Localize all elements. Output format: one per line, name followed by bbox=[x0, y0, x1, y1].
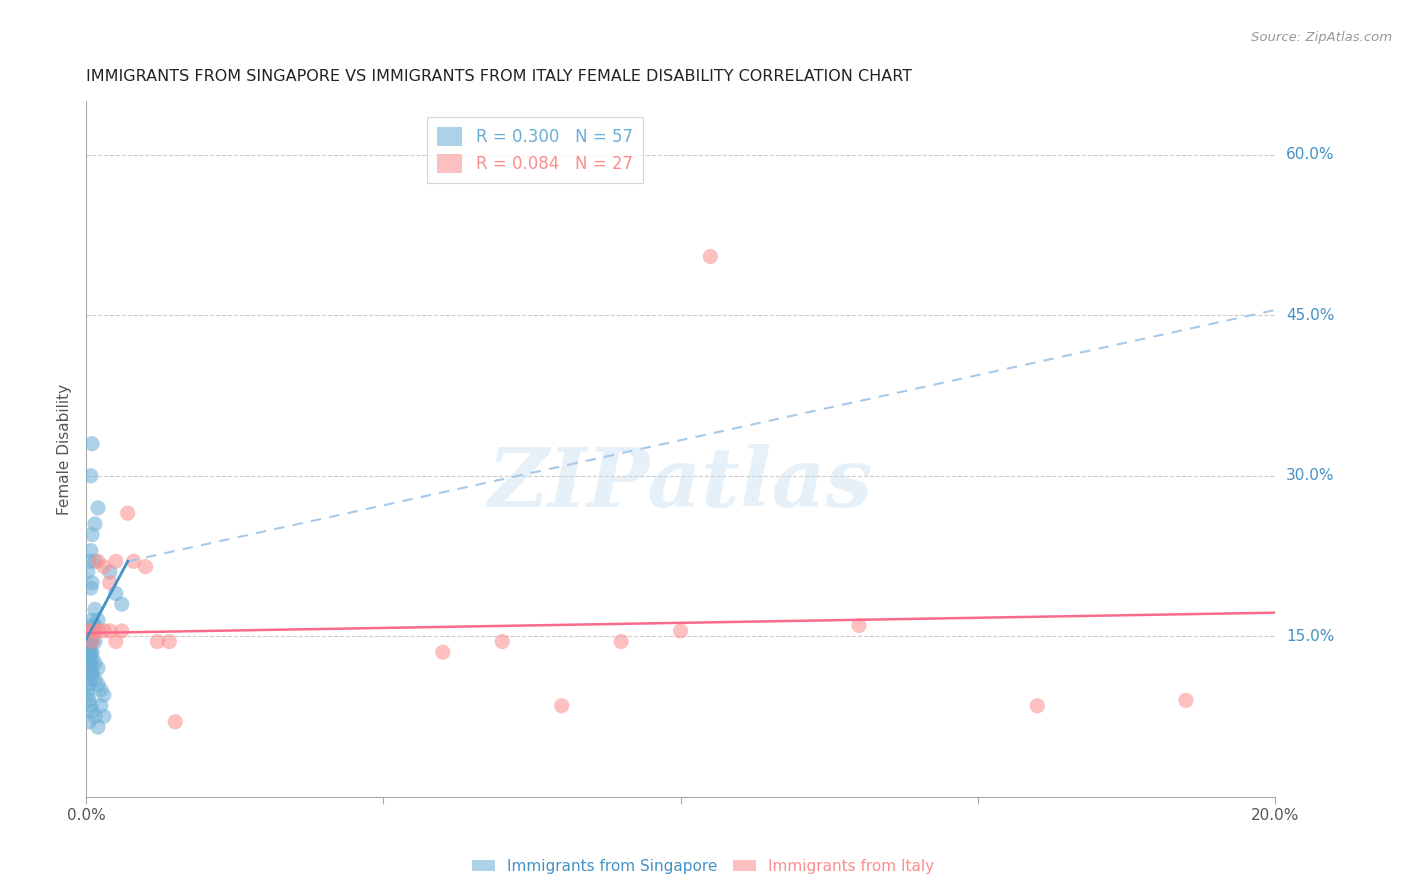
Text: 15.0%: 15.0% bbox=[1286, 629, 1334, 644]
Point bbox=[93, 559, 115, 574]
Point bbox=[80, 618, 103, 632]
Point bbox=[117, 506, 139, 520]
Text: 60.0%: 60.0% bbox=[1286, 147, 1334, 162]
Text: IMMIGRANTS FROM SINGAPORE VS IMMIGRANTS FROM ITALY FEMALE DISABILITY CORRELATION: IMMIGRANTS FROM SINGAPORE VS IMMIGRANTS … bbox=[86, 69, 912, 84]
Point bbox=[80, 656, 103, 670]
Point bbox=[111, 624, 134, 638]
Point bbox=[76, 682, 98, 697]
Point bbox=[80, 634, 103, 648]
Point bbox=[84, 672, 107, 686]
Point bbox=[76, 565, 98, 579]
Point bbox=[77, 693, 100, 707]
Point bbox=[93, 624, 115, 638]
Point bbox=[80, 645, 103, 659]
Point bbox=[80, 672, 103, 686]
Point bbox=[80, 575, 103, 590]
Point bbox=[84, 602, 107, 616]
Point bbox=[93, 709, 115, 723]
Point bbox=[87, 500, 110, 515]
Point bbox=[77, 714, 100, 729]
Point bbox=[87, 554, 110, 568]
Point bbox=[76, 656, 98, 670]
Point bbox=[87, 613, 110, 627]
Point bbox=[80, 613, 103, 627]
Point bbox=[432, 645, 454, 659]
Point bbox=[551, 698, 574, 713]
Point bbox=[87, 661, 110, 675]
Point bbox=[84, 624, 107, 638]
Point bbox=[80, 704, 103, 718]
Legend: R = 0.300   N = 57, R = 0.084   N = 27: R = 0.300 N = 57, R = 0.084 N = 27 bbox=[427, 117, 643, 184]
Text: ZIPatlas: ZIPatlas bbox=[488, 444, 873, 524]
Point bbox=[157, 634, 180, 648]
Point bbox=[76, 688, 98, 702]
Point bbox=[165, 714, 187, 729]
Text: Source: ZipAtlas.com: Source: ZipAtlas.com bbox=[1251, 31, 1392, 45]
Point bbox=[80, 624, 103, 638]
Point bbox=[98, 575, 121, 590]
Point bbox=[80, 645, 103, 659]
Point bbox=[80, 634, 103, 648]
Point bbox=[77, 624, 100, 638]
Point bbox=[98, 565, 121, 579]
Point bbox=[77, 640, 100, 654]
Point bbox=[80, 650, 103, 665]
Point bbox=[84, 554, 107, 568]
Point bbox=[77, 677, 100, 691]
Point bbox=[1175, 693, 1198, 707]
Point bbox=[104, 554, 127, 568]
Point bbox=[90, 698, 112, 713]
Point bbox=[699, 250, 721, 264]
Y-axis label: Female Disability: Female Disability bbox=[58, 384, 72, 515]
Point bbox=[84, 709, 107, 723]
Point bbox=[84, 618, 107, 632]
Text: 30.0%: 30.0% bbox=[1286, 468, 1334, 483]
Point bbox=[77, 645, 100, 659]
Point bbox=[87, 720, 110, 734]
Point bbox=[135, 559, 157, 574]
Point bbox=[80, 698, 103, 713]
Point bbox=[146, 634, 169, 648]
Point bbox=[104, 634, 127, 648]
Point bbox=[84, 634, 107, 648]
Legend: Immigrants from Singapore, Immigrants from Italy: Immigrants from Singapore, Immigrants fr… bbox=[465, 853, 941, 880]
Point bbox=[84, 516, 107, 531]
Point bbox=[77, 624, 100, 638]
Text: 45.0%: 45.0% bbox=[1286, 308, 1334, 323]
Point bbox=[87, 677, 110, 691]
Point bbox=[80, 581, 103, 595]
Point bbox=[1026, 698, 1049, 713]
Point bbox=[80, 634, 103, 648]
Point bbox=[80, 629, 103, 643]
Point bbox=[98, 624, 121, 638]
Point bbox=[77, 650, 100, 665]
Point bbox=[80, 527, 103, 541]
Point bbox=[84, 656, 107, 670]
Point bbox=[122, 554, 145, 568]
Point bbox=[491, 634, 513, 648]
Point bbox=[80, 666, 103, 681]
Point bbox=[80, 634, 103, 648]
Point bbox=[93, 688, 115, 702]
Point bbox=[77, 554, 100, 568]
Point bbox=[90, 682, 112, 697]
Point bbox=[80, 543, 103, 558]
Point bbox=[80, 666, 103, 681]
Point bbox=[80, 624, 103, 638]
Point bbox=[80, 624, 103, 638]
Point bbox=[80, 661, 103, 675]
Point bbox=[87, 624, 110, 638]
Point bbox=[848, 618, 870, 632]
Point bbox=[77, 640, 100, 654]
Point bbox=[111, 597, 134, 611]
Point bbox=[669, 624, 692, 638]
Point bbox=[80, 468, 103, 483]
Point bbox=[80, 436, 103, 450]
Point bbox=[104, 586, 127, 600]
Point bbox=[610, 634, 633, 648]
